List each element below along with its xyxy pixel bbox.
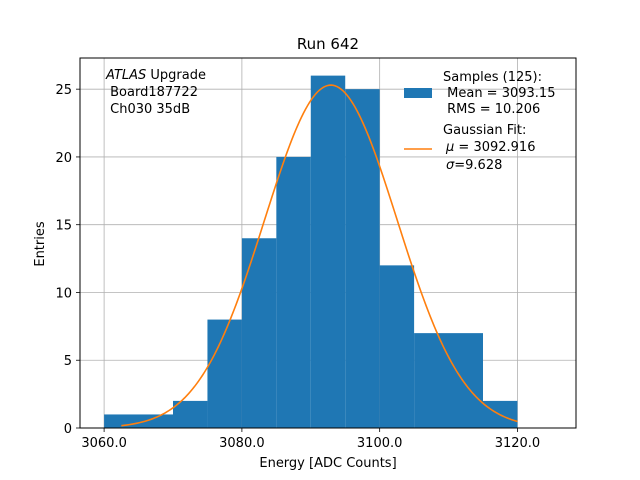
- x-tick-label-2: 3100.0: [357, 436, 403, 451]
- legend: Samples (125): Mean = 3093.15 RMS = 10.2…: [404, 70, 555, 173]
- y-tick-label-3: 15: [55, 219, 72, 234]
- x-tick-label-0: 3060.0: [81, 436, 127, 451]
- legend-hist-line-2: Mean = 3093.15: [443, 86, 555, 101]
- annotation-line-1: ATLAS Upgrade: [105, 68, 206, 83]
- run-annotation: ATLAS Upgrade Board187722 Ch030 35dB: [105, 68, 206, 117]
- histogram-bar-5: [310, 75, 346, 428]
- histogram-bars: [104, 75, 518, 429]
- y-tick-label-0: 0: [64, 422, 72, 437]
- legend-hist-line-3: RMS = 10.206: [443, 102, 540, 117]
- x-tick-label-3: 3120.0: [495, 436, 541, 451]
- y-tick-label-2: 10: [55, 286, 72, 301]
- x-tick-label-1: 3080.0: [219, 436, 265, 451]
- y-tick-label-5: 25: [55, 83, 72, 98]
- chart-title: Run 642: [297, 35, 359, 53]
- annotation-line-3: Ch030 35dB: [106, 102, 190, 117]
- histogram-bar-8: [414, 333, 483, 428]
- histogram-bar-6: [345, 89, 380, 429]
- annotation-upgrade: Upgrade: [146, 68, 206, 83]
- histogram-bar-2: [207, 319, 242, 428]
- histogram-bar-0: [104, 414, 173, 428]
- histogram-bar-7: [379, 265, 415, 428]
- legend-sigma-symbol: σ: [446, 158, 455, 173]
- legend-sigma-value: =9.628: [454, 158, 502, 173]
- legend-mu-symbol: μ: [445, 140, 454, 155]
- y-tick-label-1: 5: [64, 354, 72, 369]
- gaussian-fit-curve: [121, 84, 518, 427]
- legend-fit-sigma: σ=9.628: [446, 158, 502, 173]
- x-axis-label: Energy [ADC Counts]: [259, 456, 396, 471]
- legend-fit-mu: μ = 3092.916: [445, 140, 535, 155]
- legend-hist-line-1: Samples (125):: [443, 70, 542, 85]
- histogram-bar-3: [241, 238, 277, 428]
- histogram-bar-4: [276, 156, 311, 428]
- gaussian-fit: [121, 84, 518, 427]
- y-axis-ticks: 0 5 10 15 20 25: [55, 83, 80, 437]
- y-axis-label: Entries: [33, 221, 48, 267]
- histogram-bar-1: [173, 400, 208, 428]
- annotation-line-2: Board187722: [106, 85, 198, 100]
- legend-hist-swatch: [404, 88, 432, 98]
- annotation-atlas: ATLAS: [105, 68, 146, 83]
- legend-mu-value: = 3092.916: [454, 140, 535, 155]
- plot-frame: [79, 57, 577, 429]
- y-tick-label-4: 20: [55, 151, 72, 166]
- x-axis-ticks: 3060.0 3080.0 3100.0 3120.0: [81, 428, 540, 451]
- legend-fit-title: Gaussian Fit:: [443, 123, 526, 138]
